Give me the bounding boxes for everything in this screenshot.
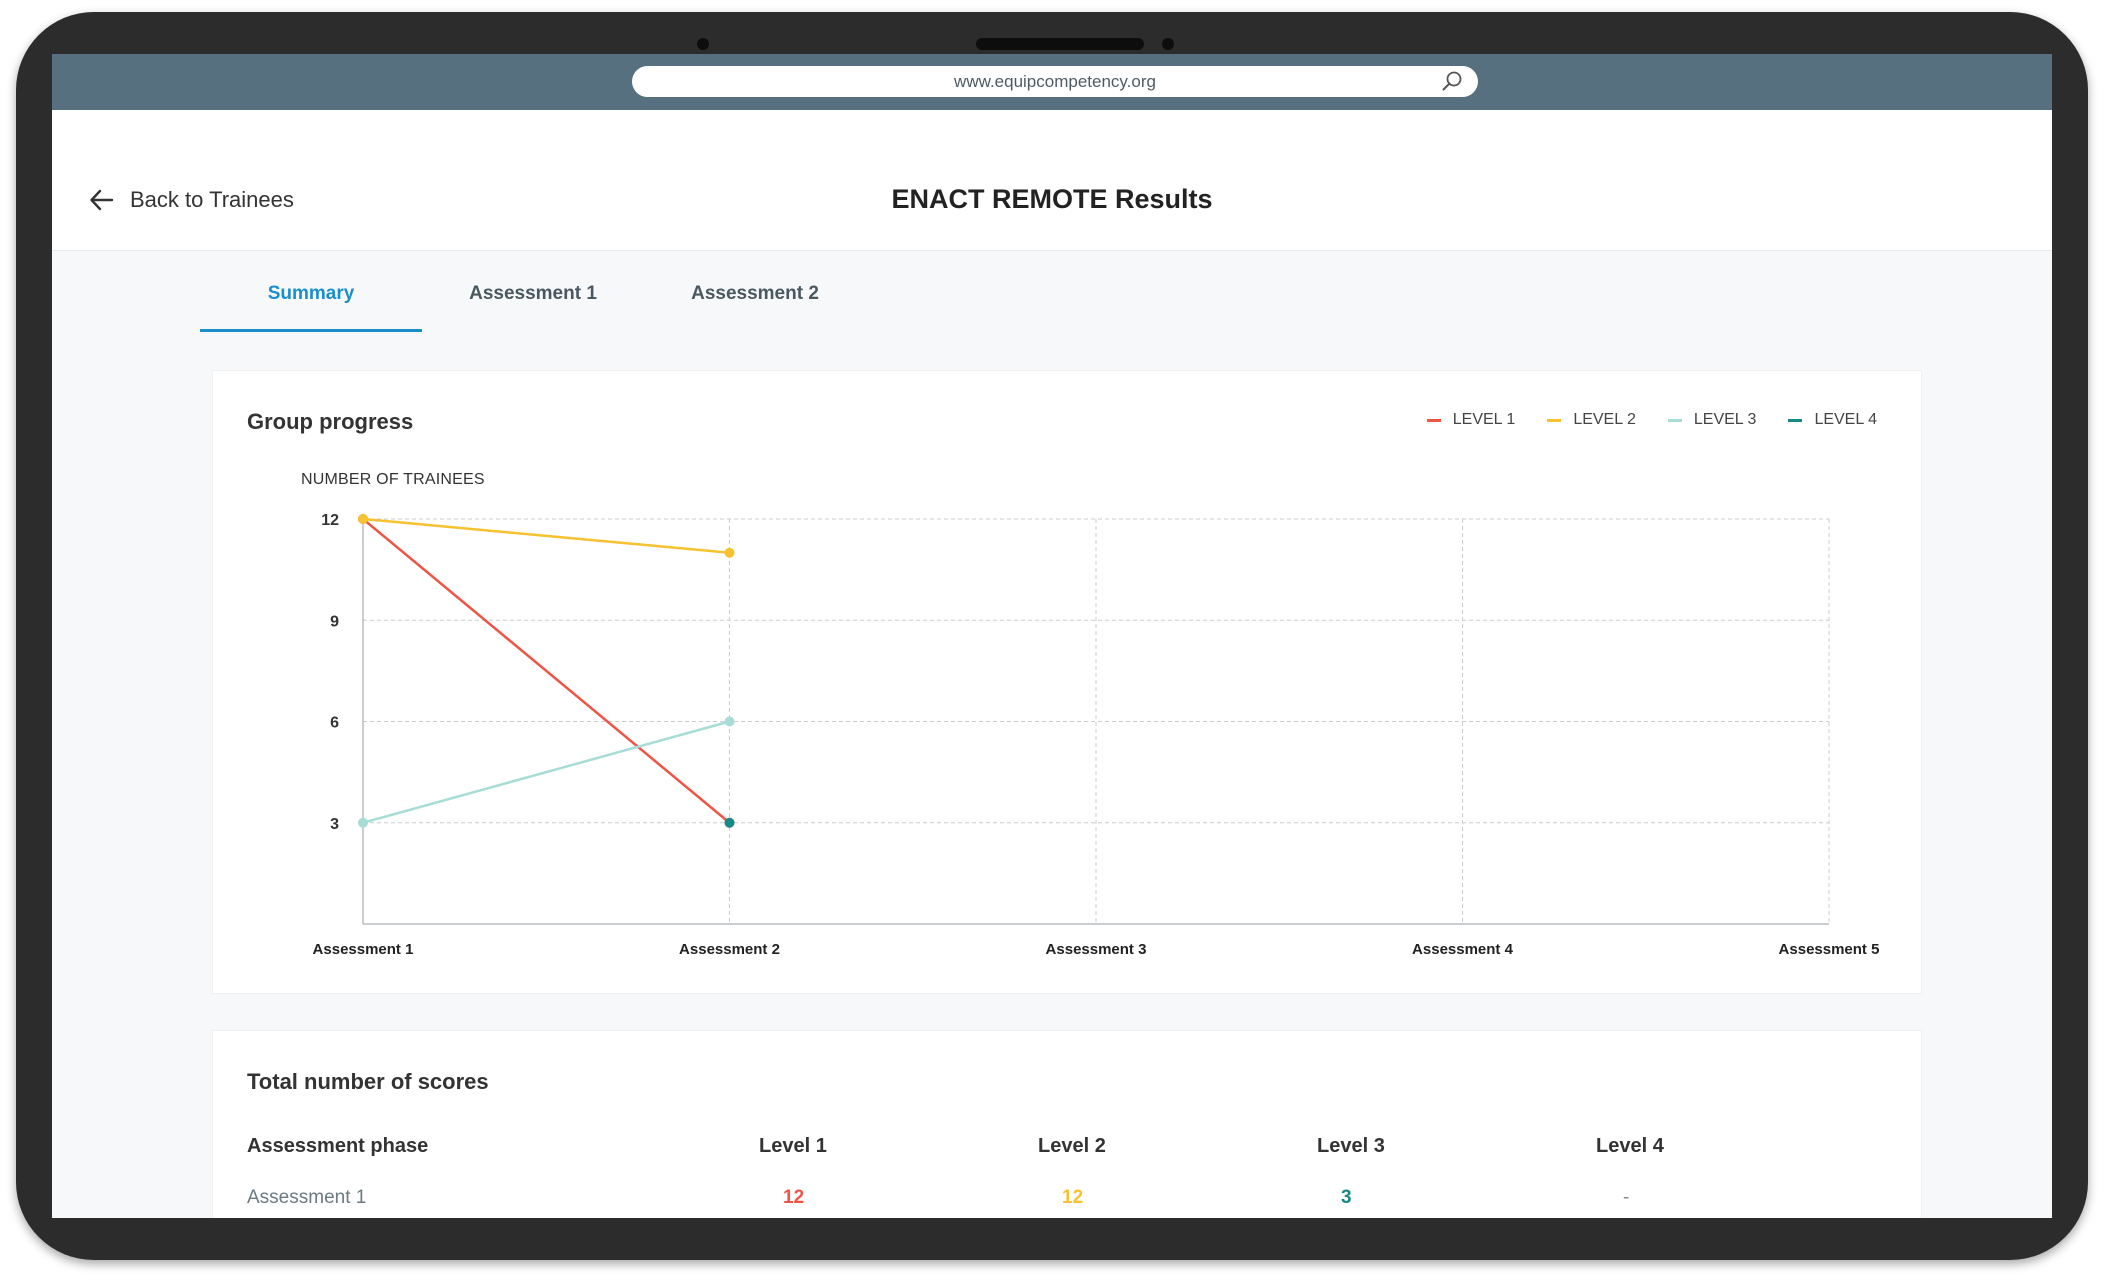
row-level-1: 12 bbox=[783, 1187, 805, 1208]
col-header-level-2: Level 2 bbox=[1038, 1135, 1106, 1157]
series-line-level-2 bbox=[362, 517, 730, 554]
legend-item-level-2: LEVEL 2 bbox=[1547, 411, 1636, 429]
x-tick-label: Assessment 3 bbox=[1046, 941, 1147, 958]
group-progress-chart: 3 6 9 12 Assessment 1 Assessment 2 Assessment … bbox=[313, 512, 1880, 958]
data-point-level-2 bbox=[358, 514, 368, 524]
scores-title: Total number of scores bbox=[247, 1069, 489, 1094]
row-level-3: 3 bbox=[1341, 1187, 1352, 1208]
camera-dot-left bbox=[697, 38, 709, 50]
back-to-trainees-link[interactable]: Back to Trainees bbox=[88, 180, 294, 220]
back-link-label: Back to Trainees bbox=[130, 187, 294, 212]
data-point-level-3 bbox=[724, 716, 735, 727]
y-tick-label: 6 bbox=[330, 715, 339, 732]
tab-assessment-1[interactable]: Assessment 1 bbox=[469, 283, 597, 304]
legend-swatch-level-3 bbox=[1667, 418, 1682, 422]
arrow-left-icon bbox=[90, 189, 114, 211]
speaker-grille bbox=[976, 38, 1144, 50]
data-point-level-3 bbox=[358, 817, 368, 828]
chart-legend: LEVEL 1 LEVEL 2 LEVEL 3 LEVEL 4 bbox=[1395, 411, 1877, 429]
col-header-phase: Assessment phase bbox=[247, 1135, 429, 1157]
legend-swatch-level-2 bbox=[1547, 418, 1562, 422]
legend-item-level-1: LEVEL 1 bbox=[1426, 411, 1516, 429]
y-tick-label: 9 bbox=[330, 613, 339, 630]
screen: www.equipcompetency.org Back to Trainees… bbox=[52, 54, 2052, 1218]
tab-assessment-2[interactable]: Assessment 2 bbox=[691, 283, 819, 304]
legend-label-level-4: LEVEL 4 bbox=[1814, 411, 1877, 428]
legend-label-level-1: LEVEL 1 bbox=[1452, 411, 1516, 428]
series-line-level-3 bbox=[362, 720, 730, 824]
col-header-level-4: Level 4 bbox=[1596, 1135, 1664, 1157]
tablet-frame: www.equipcompetency.org Back to Trainees… bbox=[16, 12, 2088, 1260]
camera-dot-right bbox=[1162, 38, 1174, 50]
y-tick-label: 3 bbox=[330, 816, 339, 833]
col-header-level-3: Level 3 bbox=[1317, 1135, 1385, 1157]
legend-swatch-level-1 bbox=[1426, 418, 1441, 422]
col-header-level-1: Level 1 bbox=[759, 1135, 827, 1157]
page-header: Back to Trainees ENACT REMOTE Results bbox=[52, 110, 2052, 251]
address-bar[interactable]: www.equipcompetency.org bbox=[632, 66, 1478, 97]
legend-label-level-2: LEVEL 2 bbox=[1573, 411, 1636, 428]
legend-label-level-3: LEVEL 3 bbox=[1693, 411, 1757, 428]
group-progress-card: Group progress LEVEL 1 LEVEL 2 LEVEL 3 L… bbox=[212, 370, 1922, 994]
browser-bar: www.equipcompetency.org bbox=[52, 54, 2052, 110]
row-phase: Assessment 1 bbox=[247, 1187, 367, 1208]
tab-summary[interactable]: Summary bbox=[200, 276, 422, 332]
group-progress-title: Group progress bbox=[247, 409, 414, 434]
url-text: www.equipcompetency.org bbox=[954, 72, 1156, 91]
series-line-level-1 bbox=[362, 518, 731, 824]
legend-item-level-4: LEVEL 4 bbox=[1788, 411, 1877, 429]
search-icon[interactable] bbox=[1440, 69, 1464, 93]
x-tick-label: Assessment 2 bbox=[679, 941, 780, 958]
page-title: ENACT REMOTE Results bbox=[891, 184, 1213, 214]
row-level-4: - bbox=[1623, 1187, 1630, 1208]
y-tick-label: 12 bbox=[321, 512, 339, 529]
data-point-level-4 bbox=[724, 817, 735, 828]
y-axis-title: NUMBER OF TRAINEES bbox=[301, 471, 485, 488]
legend-item-level-3: LEVEL 3 bbox=[1667, 411, 1757, 429]
row-level-2: 12 bbox=[1062, 1187, 1084, 1208]
x-tick-label: Assessment 5 bbox=[1779, 941, 1880, 958]
x-tick-label: Assessment 4 bbox=[1412, 941, 1514, 958]
scores-card: Total number of scores Assessment phase … bbox=[212, 1030, 1922, 1218]
data-point-level-2 bbox=[724, 547, 735, 558]
x-tick-label: Assessment 1 bbox=[313, 941, 414, 958]
legend-swatch-level-4 bbox=[1788, 418, 1803, 422]
